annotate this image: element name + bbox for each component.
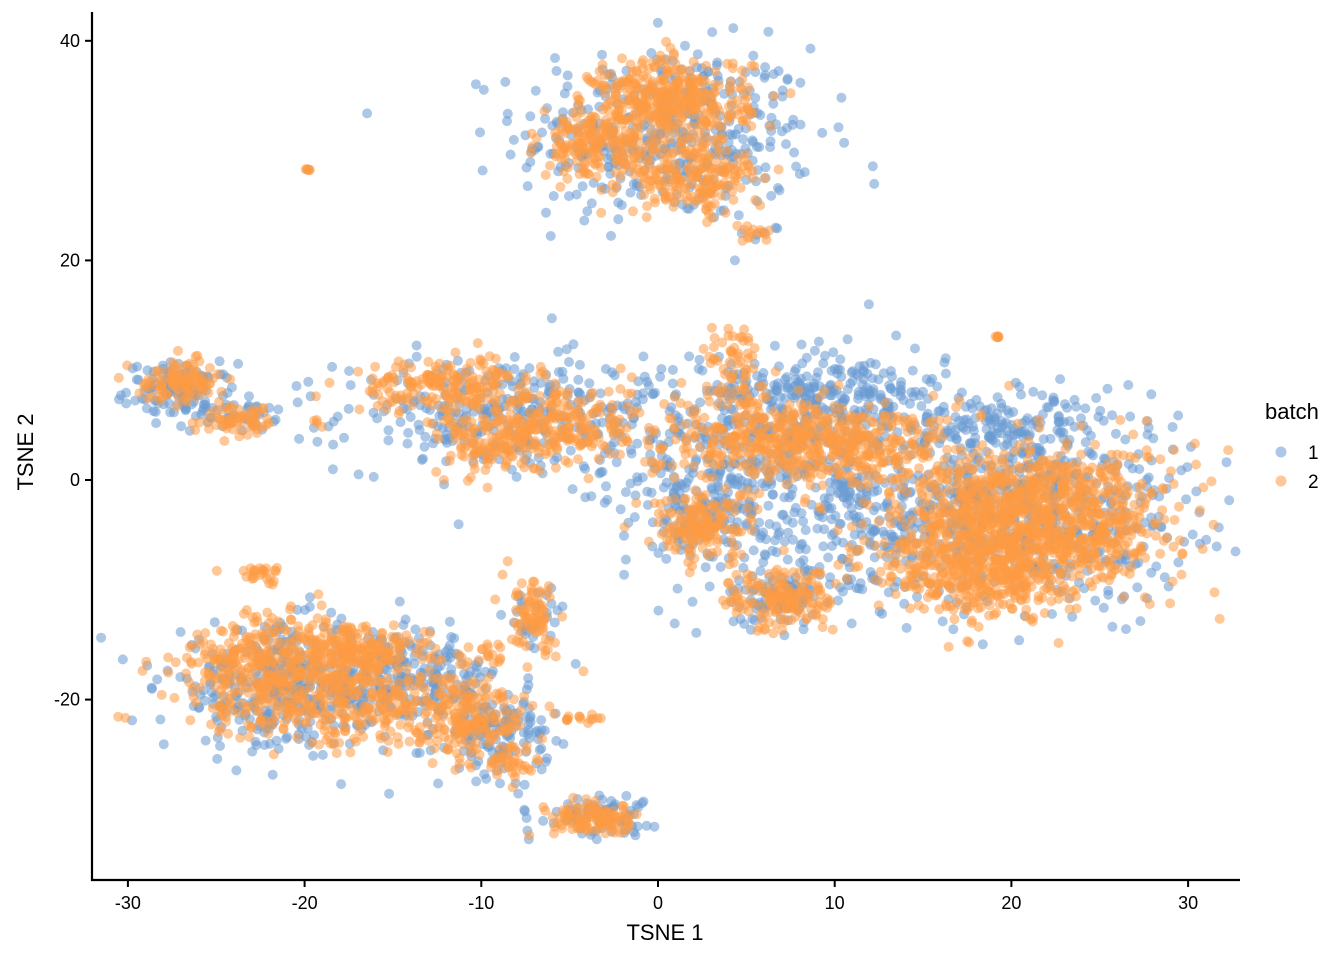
x-tick-label: 0 <box>653 893 663 913</box>
legend-label: 2 <box>1308 472 1319 493</box>
y-tick-label: 20 <box>60 250 80 270</box>
x-tick-label: 20 <box>1001 893 1021 913</box>
y-tick-label: 0 <box>70 470 80 490</box>
legend-entry-2: 2 <box>1275 472 1319 493</box>
y-axis-ticks: -20 0 20 40 <box>54 31 92 710</box>
legend-entry-1: 1 <box>1275 443 1319 464</box>
x-tick-label: 10 <box>825 893 845 913</box>
x-tick-label: -10 <box>468 893 494 913</box>
x-tick-label: -30 <box>115 893 141 913</box>
legend-title: batch <box>1265 399 1319 424</box>
legend-swatch-icon <box>1275 446 1287 458</box>
x-axis-title: TSNE 1 <box>626 920 703 945</box>
legend-label: 1 <box>1308 443 1319 464</box>
x-tick-label: -20 <box>292 893 318 913</box>
legend-swatch-icon <box>1275 475 1287 487</box>
x-tick-label: 30 <box>1178 893 1198 913</box>
y-axis-title: TSNE 2 <box>13 413 38 490</box>
scatter-points <box>96 17 1241 845</box>
y-tick-label: 40 <box>60 31 80 51</box>
y-tick-label: -20 <box>54 690 80 710</box>
x-axis: -30 -20 -10 0 10 20 30 <box>91 878 1240 913</box>
x-axis-ticks: -30 -20 -10 0 10 20 30 <box>115 880 1198 913</box>
legend: batch 1 2 <box>1265 399 1319 493</box>
y-axis: -20 0 20 40 <box>54 12 94 881</box>
